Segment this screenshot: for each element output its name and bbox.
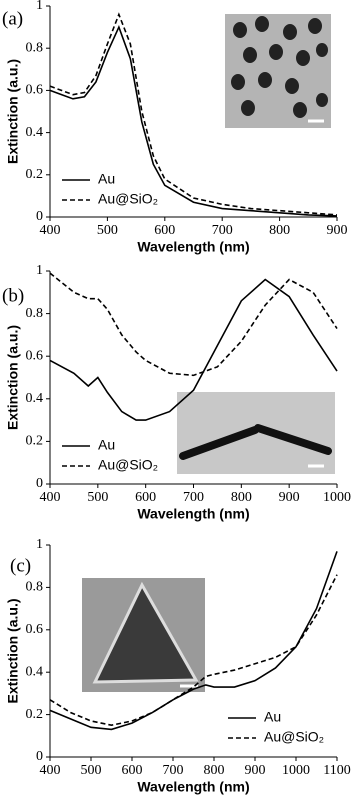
nanoprism [92,581,199,684]
series-line [49,12,338,216]
x-tick-label: 700 [163,763,184,778]
nanorod [254,424,332,455]
panel: 0 0.2 0.4 0.6 0.8 1 400 500 600 700 800 900 1000 Wave… [2,263,351,521]
x-tick-label: 900 [279,490,300,505]
panel-label: (a) [2,8,23,29]
series-line [49,278,338,421]
y-tick-label: 0.4 [26,125,44,140]
x-axis-title: Wavelength (nm) [137,779,249,795]
x-tick-label: 800 [269,223,290,238]
x-tick-label: 400 [40,223,61,238]
x-tick-label: 600 [154,223,175,238]
legend-label: Au [264,709,281,725]
inset-c [82,578,205,692]
y-tick-label: 0.8 [26,40,44,55]
legend-label: Au [98,171,115,187]
y-tick-label: 0.6 [26,83,44,98]
y-tick-label: 1 [36,0,43,13]
y-tick-label: 0.2 [26,434,44,449]
x-axis-title: Wavelength (nm) [137,239,249,255]
x-tick-label: 700 [212,223,233,238]
x-tick-label: 400 [40,763,61,778]
inset-b [177,392,335,474]
series-line [49,551,338,731]
x-tick-label: 900 [245,763,266,778]
y-tick-label: 1 [36,537,43,552]
panel: 0 0.2 0.4 0.6 0.8 1 400 500 600 700 800 900 1000 1100… [5,537,351,794]
y-tick-label: 0.8 [26,580,44,595]
inset-a [225,14,331,128]
y-tick-label: 0 [36,476,43,491]
y-tick-label: 0 [36,749,43,764]
y-tick-label: 0.4 [26,664,44,679]
x-tick-label: 900 [327,223,348,238]
series-line [49,574,338,727]
x-tick-label: 500 [87,490,108,505]
y-axis-title: Extinction (a.u.) [5,599,21,704]
legend-label: Au@SiO₂ [98,457,158,473]
x-tick-label: 600 [135,490,156,505]
x-tick-label: 400 [40,490,61,505]
y-tick-label: 0.6 [26,622,44,637]
panel: 0 0.2 0.4 0.6 0.8 1 400 500 600 700 800 900 Waveleng… [2,0,348,255]
panel-label: (b) [2,285,24,306]
x-axis-title: Wavelength (nm) [137,506,249,522]
legend-label: Au@SiO₂ [264,729,324,745]
legend-label: Au@SiO₂ [98,191,158,207]
y-axis-title: Extinction (a.u.) [5,59,21,164]
x-tick-label: 500 [97,223,118,238]
x-tick-label: 500 [81,763,102,778]
y-tick-label: 0 [36,209,43,224]
series-line [49,24,338,217]
x-tick-label: 1000 [323,490,351,505]
legend-label: Au [98,437,115,453]
x-tick-label: 600 [122,763,143,778]
y-tick-label: 0.4 [26,391,44,406]
y-tick-label: 0.8 [26,306,44,321]
y-tick-label: 0.2 [26,707,44,722]
nanorod [179,426,259,460]
y-tick-label: 0.6 [26,348,44,363]
x-tick-label: 700 [183,490,204,505]
x-tick-label: 1100 [323,763,350,778]
y-tick-label: 0.2 [26,167,44,182]
x-tick-label: 800 [231,490,252,505]
panel-label: (c) [10,555,31,576]
x-tick-label: 800 [204,763,225,778]
particles [231,16,328,118]
series-line [49,272,338,377]
y-tick-label: 1 [36,263,43,278]
x-tick-label: 1000 [282,763,310,778]
y-axis-title: Extinction (a.u.) [5,325,21,430]
